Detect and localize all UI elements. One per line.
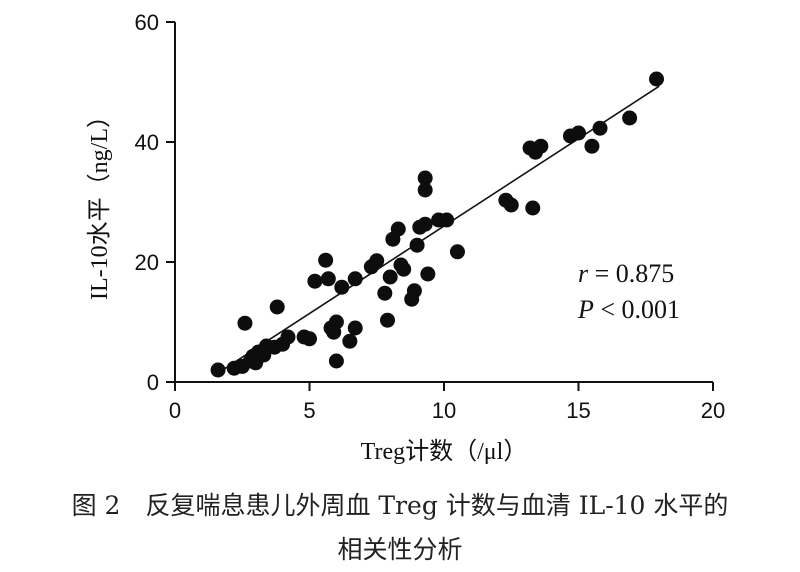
y-tick-label: 20: [135, 250, 159, 275]
data-point: [406, 283, 422, 299]
data-point: [592, 120, 608, 136]
regression-line: [220, 85, 660, 372]
data-point: [649, 71, 665, 87]
x-axis-title: Treg计数（/μl）: [361, 438, 528, 465]
ticks: 0 5 10 15 20 0 20 40 60: [135, 10, 726, 423]
x-tick-label: 0: [169, 398, 181, 423]
data-point: [382, 269, 398, 285]
data-point: [503, 197, 519, 213]
data-point: [347, 320, 363, 336]
x-tick-label: 5: [303, 398, 315, 423]
data-point: [210, 362, 226, 378]
y-axis-title: IL-10水平（ng/L）: [86, 104, 113, 300]
data-point: [280, 329, 296, 345]
data-point: [390, 221, 406, 237]
figure-caption-line-1: 图 2 反复喘息患儿外周血 Treg 计数与血清 IL-10 水平的: [71, 491, 729, 520]
x-tick-label: 20: [701, 398, 725, 423]
data-point: [269, 299, 285, 315]
data-point: [622, 110, 638, 126]
data-point: [377, 285, 393, 301]
data-point: [449, 244, 465, 260]
data-point: [439, 212, 455, 228]
data-points: [210, 71, 665, 378]
data-point: [302, 331, 317, 347]
r-symbol: r: [578, 259, 589, 288]
data-point: [409, 237, 425, 253]
r-value: = 0.875: [588, 259, 674, 288]
data-point: [417, 170, 433, 186]
y-tick-label: 60: [135, 10, 159, 35]
data-point: [342, 333, 358, 349]
x-tick-label: 10: [432, 398, 456, 423]
p-symbol: P: [577, 295, 594, 324]
data-point: [571, 125, 586, 141]
r-statistic: r = 0.875: [578, 259, 674, 288]
data-point: [307, 273, 323, 289]
data-point: [320, 271, 336, 287]
data-point: [334, 279, 350, 295]
data-point: [380, 312, 396, 328]
data-point: [396, 261, 412, 277]
p-statistic: P < 0.001: [577, 295, 680, 324]
data-point: [420, 266, 436, 282]
data-point: [417, 182, 433, 198]
x-tick-label: 15: [566, 398, 590, 423]
data-point: [525, 200, 541, 216]
axes: [174, 22, 713, 383]
figure-caption-line-2: 相关性分析: [337, 535, 463, 564]
y-tick-label: 40: [135, 130, 159, 155]
data-point: [533, 138, 549, 154]
data-point: [584, 138, 600, 154]
data-point: [417, 216, 433, 232]
data-point: [318, 252, 334, 268]
p-value: < 0.001: [594, 295, 680, 324]
data-point: [369, 253, 385, 269]
data-point: [237, 315, 253, 331]
data-point: [347, 271, 363, 287]
data-point: [328, 314, 344, 330]
scatter-chart: 0 5 10 15 20 0 20 40 60 Treg计数（/μl） IL-10水平（ng/L…: [86, 10, 726, 465]
y-tick-label: 0: [147, 370, 159, 395]
data-point: [328, 353, 344, 369]
